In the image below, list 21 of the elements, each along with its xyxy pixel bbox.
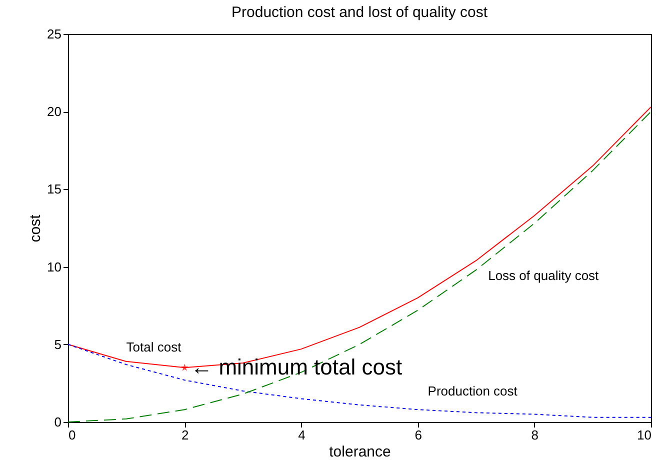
line-series — [68, 111, 652, 422]
y-tick-label: 20 — [47, 104, 62, 120]
x-tick-label: 2 — [181, 428, 189, 442]
y-tick-label: 10 — [47, 259, 62, 274]
y-tick-label: 5 — [54, 336, 62, 352]
x-tick-label: 8 — [531, 428, 539, 442]
y-tick-label: 15 — [47, 182, 62, 197]
x-tick-label: 10 — [637, 428, 652, 442]
series-label: Total cost — [126, 339, 182, 354]
chart-title: Production cost and lost of quality cost — [232, 4, 488, 21]
x-axis-title: tolerance — [329, 444, 391, 460]
x-tick-label: 0 — [68, 428, 76, 442]
y-tick-label: 0 — [54, 414, 62, 430]
series-label: Production cost — [428, 384, 518, 399]
x-tick-label: 4 — [298, 428, 306, 442]
line-series — [68, 344, 652, 418]
x-tick-label: 6 — [414, 428, 422, 442]
annotation: ← minimum total cost — [190, 354, 402, 380]
y-tick-label: 25 — [47, 26, 62, 42]
series-label: Loss of quality cost — [488, 268, 600, 283]
y-axis-title: cost — [27, 214, 44, 242]
